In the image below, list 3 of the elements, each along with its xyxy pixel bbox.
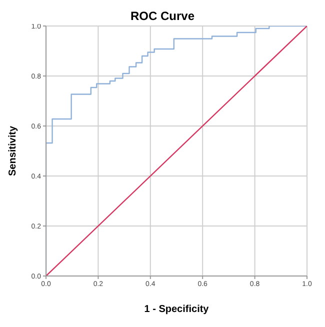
y-axis-title: Sensitivity	[8, 126, 19, 176]
x-axis-title: 1 - Specificity	[144, 304, 210, 315]
chart-title: ROC Curve	[129, 8, 196, 24]
